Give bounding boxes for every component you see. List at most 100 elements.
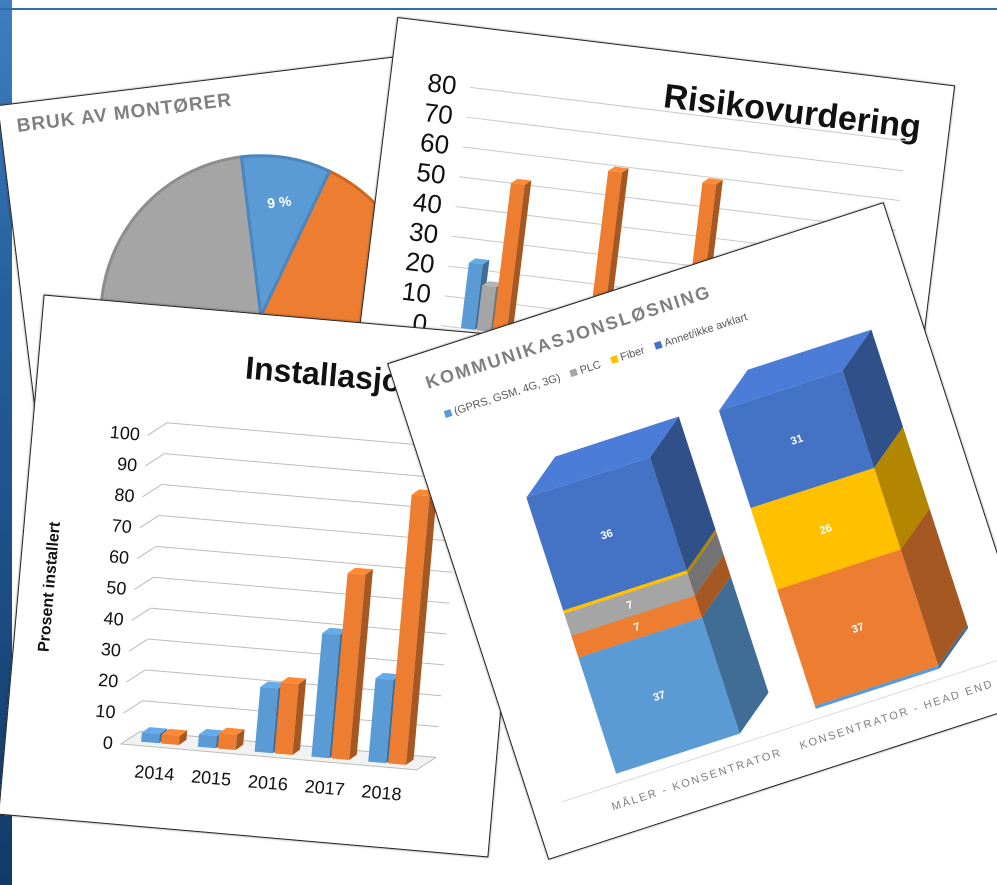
communication-segment-c0-s2-side: [687, 532, 724, 596]
installation-bar-2014-s0-top: [141, 727, 168, 735]
installation-bar-2015-s0-top: [198, 728, 225, 736]
communication-data-label: 37: [850, 621, 865, 636]
installation-bar-2016-s0-front: [254, 686, 279, 754]
risk-y-tick-label: 20: [404, 246, 436, 279]
installation-chart-card: Installasjonsplan Prosent installert 100…: [0, 294, 534, 858]
installation-gridline: [161, 484, 458, 511]
installation-bar-2016-s0-top: [260, 681, 286, 689]
risk-y-tick-label: 60: [419, 127, 451, 160]
installation-gridline: [148, 638, 444, 666]
communication-segment-c1-s3-front: [750, 467, 901, 590]
installation-y-tick-label: 80: [114, 485, 136, 507]
communication-data-label: 36: [599, 527, 614, 542]
risk-bar-s2-c0-front: [492, 183, 525, 334]
top-divider-line: [0, 8, 997, 10]
installation-x-tick-label: 2018: [361, 781, 403, 804]
communication-segment-c0-s4-top: [526, 416, 679, 498]
installation-bar-2015-s1-top: [219, 727, 245, 735]
communication-segment-c0-s2-front: [564, 573, 695, 636]
communication-baseline: [561, 656, 997, 803]
installation-grid-diag: [131, 607, 152, 621]
installation-grid-diag: [142, 484, 162, 498]
risk-y-tick-label: 70: [422, 97, 454, 130]
installation-y-tick-label: 0: [102, 732, 114, 753]
communication-segment-c1-s0-front: [814, 665, 940, 709]
communication-data-label: 7: [632, 621, 642, 634]
installation-grid-diag: [139, 515, 160, 529]
pie-slice-blue: [239, 154, 332, 322]
communication-data-label: 31: [789, 433, 804, 448]
risk-y-tick-label: 80: [426, 67, 458, 100]
installation-grid-diag: [144, 453, 165, 467]
installation-bar-2015-s1-front: [217, 733, 238, 751]
installation-y-tick-label: 40: [103, 608, 125, 630]
installation-y-tick-label: 90: [116, 454, 138, 476]
installation-bar-2015-s1-side: [235, 729, 245, 751]
installation-gridline: [153, 576, 450, 604]
installation-grid-diag: [125, 669, 146, 683]
installation-y-tick-label: 20: [97, 670, 119, 692]
installation-y-tick-label: 70: [111, 515, 133, 537]
installation-bar-2016-s1-side: [292, 678, 307, 755]
installation-y-tick-label: 30: [100, 639, 122, 661]
left-decorative-band: [0, 0, 12, 885]
communication-segment-c0-s3-front: [563, 570, 688, 614]
communication-segment-c0-s4-side: [650, 416, 716, 571]
installation-x-tick-label: 2015: [190, 766, 232, 789]
installation-bar-2014-s1-front: [161, 734, 180, 746]
installation-bar-2018-s1-side: [406, 490, 438, 765]
installation-grid-diag: [128, 638, 149, 652]
risk-bar-s2-c1-top: [608, 166, 629, 173]
communication-data-label: 7: [625, 599, 635, 612]
communication-segment-c0-s0-front: [578, 617, 740, 774]
installation-grid-diag: [147, 422, 168, 436]
installation-bar-2016-s1-top: [280, 677, 307, 684]
communication-segment-c1-s0-side: [938, 624, 969, 669]
installation-gridline: [150, 607, 447, 635]
installation-gridline: [156, 545, 453, 573]
installation-grid-diag: [134, 576, 154, 590]
installation-gridline: [158, 514, 455, 542]
risk-y-tick-label: 10: [400, 276, 432, 309]
installation-bar-2018-s1-front: [388, 494, 430, 765]
installation-y-tick-label: 10: [95, 701, 117, 723]
risk-gridline: [462, 146, 900, 202]
risk-y-tick-label: 30: [408, 216, 440, 249]
risk-gridline: [466, 116, 904, 172]
communication-segment-c1-s4-side: [842, 329, 903, 468]
risk-bar-s2-c2-top: [702, 178, 723, 185]
communication-segment-c1-s1-side: [900, 508, 968, 666]
risk-bar-s0-c0-top: [468, 258, 490, 265]
communication-data-label: 37: [652, 689, 667, 704]
installation-bar-2017-s0-front: [311, 633, 341, 759]
risk-bar-s0-c0-front: [460, 262, 483, 330]
communication-segment-c1-s3-side: [874, 426, 930, 550]
communication-chart-card: KOMMUNIKASJONSLØSNING (GPRS, GSM, 4G, 3G…: [387, 202, 997, 860]
communication-segment-c1-s4-front: [718, 370, 875, 508]
installation-grid-diag: [123, 700, 143, 714]
communication-segment-c1-s1-front: [777, 549, 939, 706]
installation-bar-2017-s1-side: [349, 569, 373, 760]
installation-bar-2016-s1-front: [274, 682, 299, 755]
communication-segment-c1-s4-top: [718, 329, 872, 411]
risk-bar-s2-c0-side: [506, 180, 532, 334]
installation-x-tick-label: 2017: [304, 776, 346, 799]
installation-x-tick-label: 2014: [134, 761, 176, 784]
installation-bar-2017-s1-top: [347, 567, 373, 575]
installation-y-tick-label: 100: [109, 422, 141, 445]
risk-gridline: [470, 86, 908, 142]
communication-segment-c0-s1-front: [571, 595, 703, 658]
communication-segment-c0-s1-side: [694, 554, 731, 618]
installation-bar-2015-s0-front: [197, 734, 217, 749]
installation-bar-2017-s0-top: [322, 627, 348, 635]
installation-gridline: [164, 453, 461, 481]
communication-segment-c0-s0-side: [702, 576, 769, 734]
risk-y-tick-label: 40: [411, 186, 443, 219]
risk-y-tick-label: 50: [415, 157, 447, 190]
communication-segment-c0-s4-front: [526, 457, 687, 611]
installation-bar-2014-s1-side: [178, 730, 188, 746]
